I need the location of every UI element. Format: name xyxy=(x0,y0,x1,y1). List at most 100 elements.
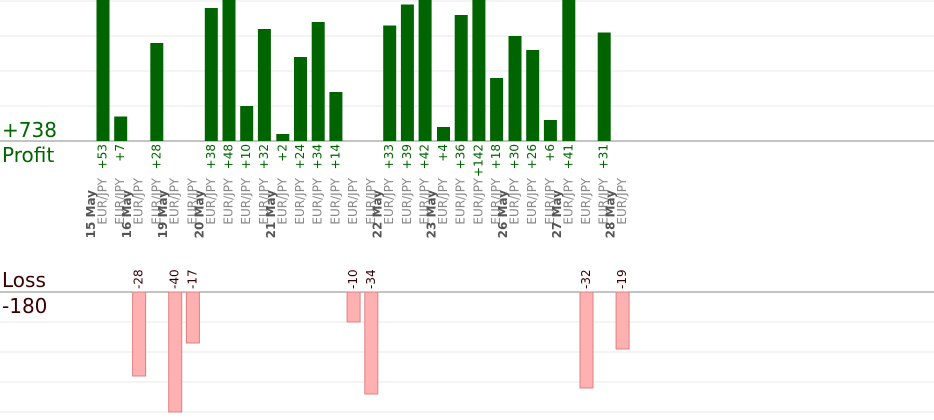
profit-value-label: +36 xyxy=(454,144,468,169)
date-label: 28 May xyxy=(604,190,618,239)
pair-label: EUR/JPY xyxy=(436,177,450,224)
pair-label: EUR/JPY xyxy=(615,177,629,224)
profit-value-label: +2 xyxy=(275,144,289,162)
pair-label: EUR/JPY xyxy=(239,177,253,224)
profit-bar xyxy=(562,0,576,141)
profit-bar xyxy=(508,36,522,141)
profit-bar xyxy=(490,78,504,141)
profit-bar xyxy=(114,116,128,141)
value-labels: +53 +7-28+28-40 -17+38 +48 +10 +32 +2 +24 +34 +14… xyxy=(96,144,630,289)
profit-bar xyxy=(437,127,450,141)
profit-bar xyxy=(543,120,557,141)
pair-label: EUR/JPY xyxy=(400,177,414,224)
profit-value-label: +26 xyxy=(525,144,539,169)
date-label: 21 May xyxy=(264,190,278,239)
pair-label: EUR/JPY xyxy=(346,177,360,224)
pair-label: EUR/JPY xyxy=(204,177,218,224)
profit-value-label: +53 xyxy=(96,144,110,169)
loss-value-label: -28 xyxy=(132,269,146,289)
pair-label: EUR/JPY xyxy=(275,177,289,224)
profit-label: Profit xyxy=(2,143,55,167)
pair-label: EUR/JPY xyxy=(597,177,611,224)
pair-label: EUR/JPY xyxy=(168,177,182,224)
pair-label: EUR/JPY xyxy=(418,177,432,224)
profit-value-label: +39 xyxy=(400,144,414,169)
profit-value-label: +48 xyxy=(222,144,236,169)
profit-value-label: +18 xyxy=(489,144,503,169)
pair-label: EUR/JPY xyxy=(149,177,163,224)
x-axis-labels: EUR/JPY EUR/JPY EUR/JPY EUR/JPY EUR/JPY EUR/J… xyxy=(84,177,629,238)
pair-label: EUR/JPY xyxy=(561,177,575,224)
loss-bar xyxy=(132,291,147,377)
date-label: 27 May xyxy=(550,190,564,239)
profit-value-label: +14 xyxy=(328,144,342,169)
bars xyxy=(96,0,630,413)
profit-bar xyxy=(454,15,468,141)
profit-value-label: +33 xyxy=(382,144,396,169)
date-label: 22 May xyxy=(371,190,385,239)
loss-label: Loss xyxy=(2,268,46,292)
date-label: 15 May xyxy=(84,190,98,239)
profit-bar xyxy=(597,32,611,141)
profit-bar xyxy=(329,92,343,141)
pair-label: EUR/JPY xyxy=(293,177,307,224)
loss-bar xyxy=(615,291,630,350)
profit-value-label: +41 xyxy=(561,144,575,169)
pair-label: EUR/JPY xyxy=(364,177,378,224)
profit-bar xyxy=(418,0,432,141)
loss-bar xyxy=(185,291,200,344)
loss-bar xyxy=(579,291,594,389)
date-label: 23 May xyxy=(425,190,439,239)
profit-bar xyxy=(257,29,271,141)
pair-label: EUR/JPY xyxy=(471,177,485,224)
loss-value-label: -34 xyxy=(364,269,378,289)
profit-value-label: +4 xyxy=(436,144,450,162)
profit-bar xyxy=(383,25,397,141)
profit-value-label: +38 xyxy=(204,144,218,169)
profit-value-label: +10 xyxy=(239,144,253,169)
profit-value-label: +32 xyxy=(257,144,271,169)
profit-value-label: +31 xyxy=(597,144,611,169)
profit-bar xyxy=(204,8,218,141)
profit-value-label: +7 xyxy=(113,144,127,162)
pair-label: EUR/JPY xyxy=(382,177,396,224)
profit-value-label: +34 xyxy=(311,144,325,169)
profit-bar xyxy=(472,0,486,141)
pair-label: EUR/JPY xyxy=(489,177,503,224)
profit-bar xyxy=(526,50,540,141)
loss-value-label: -32 xyxy=(579,269,593,289)
loss-value-label: -17 xyxy=(185,269,199,289)
pair-label: EUR/JPY xyxy=(311,177,325,224)
profit-value-label: +24 xyxy=(293,144,307,169)
profit-bar xyxy=(276,134,290,141)
profit-bar xyxy=(240,106,254,141)
pair-label: EUR/JPY xyxy=(113,177,127,224)
profit-bar xyxy=(150,43,164,141)
profit-total: +738 xyxy=(2,118,57,142)
date-label: 19 May xyxy=(156,190,170,239)
profit-value-label: +28 xyxy=(149,144,163,169)
loss-value-label: -19 xyxy=(615,269,629,289)
pair-label: EUR/JPY xyxy=(328,177,342,224)
loss-bar xyxy=(346,291,361,323)
pair-label: EUR/JPY xyxy=(579,177,593,224)
profit-value-label: +6 xyxy=(543,144,557,162)
loss-value-label: -10 xyxy=(346,269,360,289)
profit-value-label: +30 xyxy=(508,144,522,169)
date-label: 16 May xyxy=(120,190,134,239)
pair-label: EUR/JPY xyxy=(222,177,236,224)
date-label: 20 May xyxy=(192,190,206,239)
profit-bar xyxy=(96,0,110,141)
profit-bar xyxy=(311,22,325,141)
pair-label: EUR/JPY xyxy=(543,177,557,224)
loss-bar xyxy=(168,291,183,413)
date-label: 26 May xyxy=(496,190,510,239)
pair-label: EUR/JPY xyxy=(132,177,146,224)
profit-bar xyxy=(222,0,236,141)
profit-bar xyxy=(400,4,414,141)
pair-label: EUR/JPY xyxy=(96,177,110,224)
loss-bar xyxy=(364,291,379,395)
pair-label: EUR/JPY xyxy=(454,177,468,224)
